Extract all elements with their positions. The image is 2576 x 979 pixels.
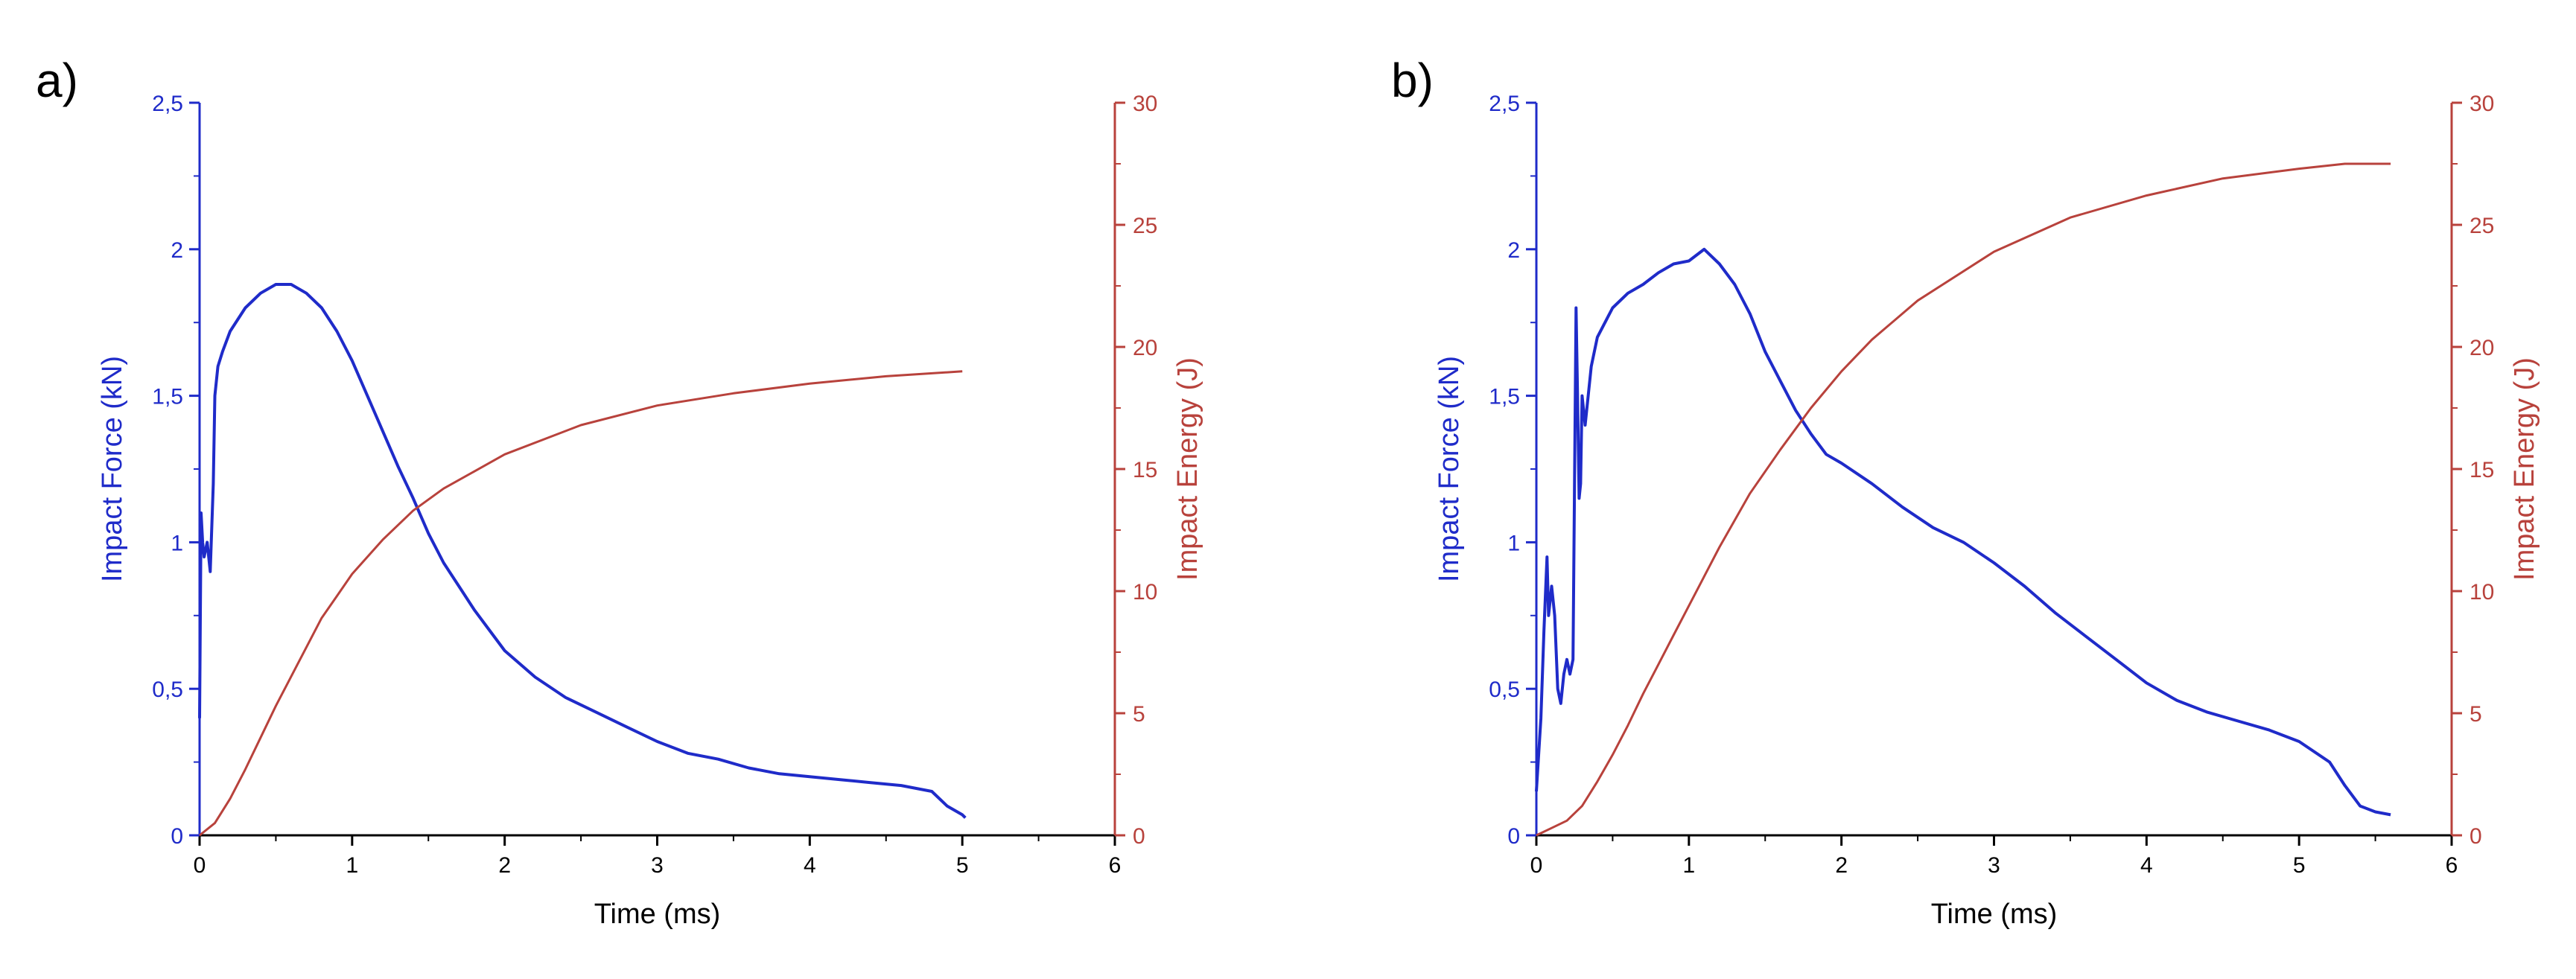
x-axis-title: Time (ms) xyxy=(594,899,721,930)
y-left-tick-label: 0,5 xyxy=(152,677,183,702)
y-right-tick-label: 20 xyxy=(1133,336,1157,360)
y-right-tick-label: 30 xyxy=(2470,92,2494,116)
impact-force-line xyxy=(1535,247,2391,817)
x-axis-title: Time (ms) xyxy=(1931,899,2058,930)
x-tick-label: 6 xyxy=(2446,853,2458,878)
y-left-tick-label: 1,5 xyxy=(1489,385,1520,409)
x-tick-label: 0 xyxy=(194,853,206,878)
y-right-tick-label: 0 xyxy=(1133,824,1145,849)
y-right-tick-label: 5 xyxy=(1133,702,1145,727)
y-right-tick-label: 15 xyxy=(2470,458,2494,482)
y-left-tick-label: 1 xyxy=(171,531,183,555)
x-tick-label: 1 xyxy=(346,853,358,878)
y-left-tick-label: 2,5 xyxy=(152,92,183,116)
y-right-tick-label: 10 xyxy=(1133,580,1157,605)
x-tick-label: 5 xyxy=(956,853,969,878)
y-right-tick-label: 5 xyxy=(2470,702,2482,727)
y-right-tick-label: 30 xyxy=(1133,92,1157,116)
y-left-tick-label: 1 xyxy=(1507,531,1520,555)
y-right-tick-label: 10 xyxy=(2470,580,2494,605)
x-tick-label: 5 xyxy=(2293,853,2306,878)
y-right-tick-label: 25 xyxy=(1133,214,1157,238)
impact-force-line xyxy=(198,283,967,819)
y-right-tick-label: 20 xyxy=(2470,336,2494,360)
y-right-tick-label: 25 xyxy=(2470,214,2494,238)
y-left-tick-label: 0 xyxy=(1507,824,1520,849)
y-left-tick-label: 0,5 xyxy=(1489,677,1520,702)
panel-label: a) xyxy=(36,54,78,107)
x-tick-label: 1 xyxy=(1682,853,1695,878)
y-right-axis-title: Impact Energy (J) xyxy=(1172,357,1203,581)
y-right-tick-label: 15 xyxy=(1133,458,1157,482)
panel-label: b) xyxy=(1391,54,1434,107)
x-tick-label: 3 xyxy=(651,853,664,878)
impact-energy-line xyxy=(199,370,963,837)
y-left-tick-label: 2 xyxy=(171,238,183,263)
x-tick-label: 4 xyxy=(2140,853,2153,878)
y-left-tick-label: 2,5 xyxy=(1489,92,1520,116)
x-tick-label: 0 xyxy=(1530,853,1543,878)
x-tick-label: 3 xyxy=(1988,853,2000,878)
x-tick-label: 2 xyxy=(498,853,511,878)
y-left-tick-label: 2 xyxy=(1507,238,1520,263)
y-right-axis-title: Impact Energy (J) xyxy=(2509,357,2540,581)
y-right-tick-label: 0 xyxy=(2470,824,2482,849)
x-tick-label: 4 xyxy=(804,853,816,878)
x-tick-label: 2 xyxy=(1835,853,1848,878)
y-left-axis-title: Impact Force (kN) xyxy=(1434,356,1465,582)
y-left-tick-label: 1,5 xyxy=(152,385,183,409)
y-left-axis-title: Impact Force (kN) xyxy=(97,356,128,582)
impact-energy-line xyxy=(1536,162,2391,837)
x-tick-label: 6 xyxy=(1109,853,1122,878)
y-left-tick-label: 0 xyxy=(171,824,183,849)
